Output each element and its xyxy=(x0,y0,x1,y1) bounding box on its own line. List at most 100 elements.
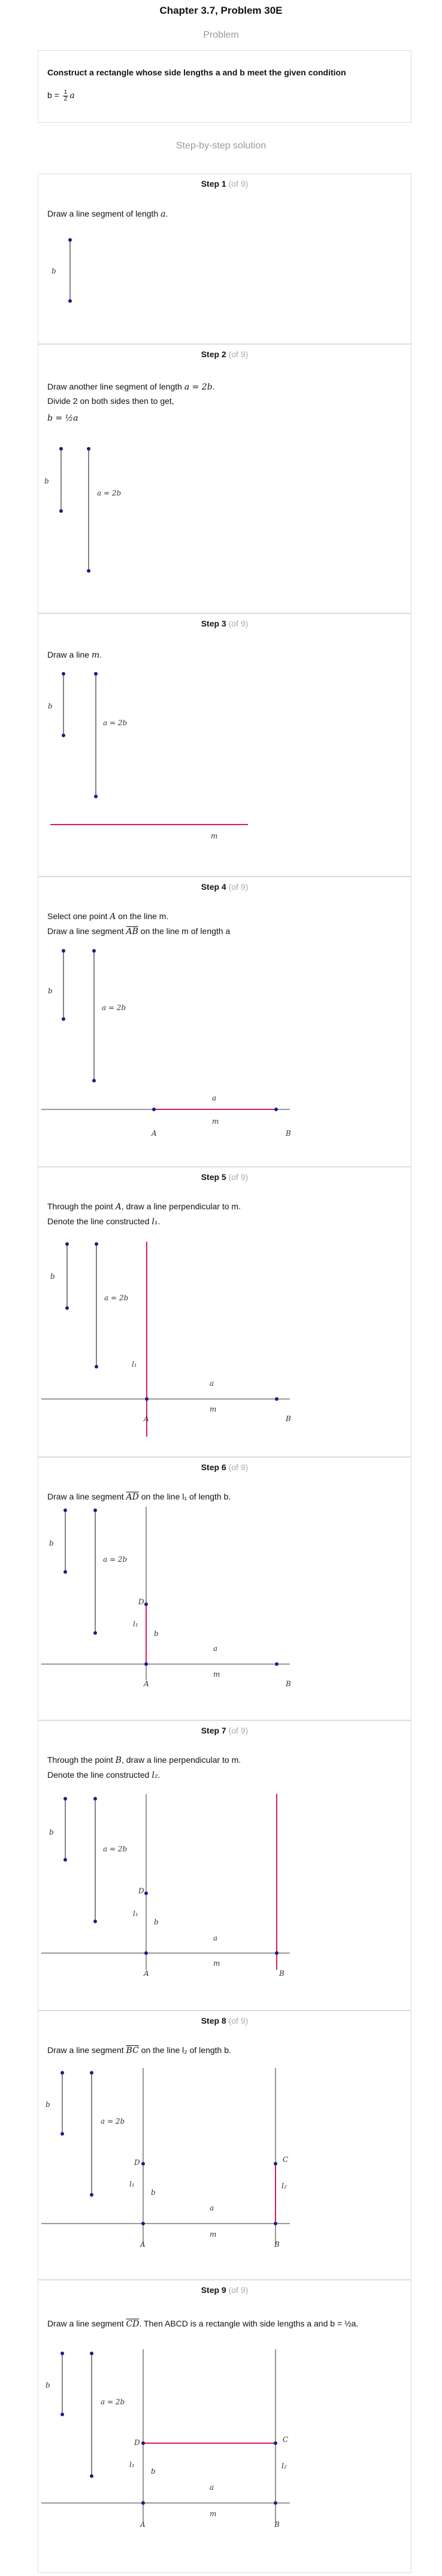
step-7-diagram: b a = 2b D l₁ b a m A B xyxy=(41,1794,290,1978)
svg-text:l₁: l₁ xyxy=(129,2180,135,2188)
step-title-9: Step 9 xyxy=(201,2285,226,2295)
svg-text:b: b xyxy=(151,2188,156,2197)
step-count-4: (of 9) xyxy=(228,882,249,892)
svg-text:l₁: l₁ xyxy=(132,1360,137,1368)
step-5-line-2: Denote the line constructed l₁. xyxy=(47,1216,161,1227)
svg-text:B: B xyxy=(274,2240,280,2249)
svg-text:m: m xyxy=(213,1959,220,1967)
svg-text:b: b xyxy=(151,2467,156,2475)
svg-text:b: b xyxy=(46,2381,50,2389)
step-4-line-1: Select one point A on the line m. xyxy=(47,911,169,921)
svg-text:D: D xyxy=(138,1598,144,1606)
step-title-6: Step 6 xyxy=(201,1462,226,1472)
svg-text:a = 2b: a = 2b xyxy=(102,1003,126,1012)
svg-text:l₁: l₁ xyxy=(133,1909,138,1918)
svg-text:A: A xyxy=(140,2520,146,2529)
step-header-6: Step 6 (of 9) xyxy=(38,1462,411,1472)
step-card-8: Step 8 (of 9) Draw a line segment BC on … xyxy=(38,2011,411,2280)
svg-text:m: m xyxy=(212,1117,219,1126)
svg-text:A: A xyxy=(143,1969,149,1978)
problem-box: Construct a rectangle whose side lengths… xyxy=(38,50,411,123)
svg-text:a = 2b: a = 2b xyxy=(104,1294,128,1302)
problem-statement: Construct a rectangle whose side lengths… xyxy=(47,68,346,77)
svg-text:B: B xyxy=(285,1129,291,1138)
svg-text:l₂: l₂ xyxy=(281,2182,287,2190)
chapter-title: Chapter 3.7, Problem 30E xyxy=(159,5,283,16)
svg-text:a = 2b: a = 2b xyxy=(103,1845,127,1853)
label-b: b xyxy=(52,267,56,275)
step-3-line-1: Draw a line m. xyxy=(47,650,102,660)
step-7-line-2: Denote the line constructed l₂. xyxy=(47,1770,161,1780)
svg-text:B: B xyxy=(285,1680,291,1688)
svg-text:b: b xyxy=(44,477,49,485)
svg-text:a = 2b: a = 2b xyxy=(103,719,127,727)
svg-text:B: B xyxy=(285,1415,291,1423)
svg-text:a: a xyxy=(210,1379,214,1388)
svg-text:a: a xyxy=(212,1094,216,1102)
svg-text:b: b xyxy=(49,1539,54,1547)
svg-text:m: m xyxy=(213,1670,220,1678)
step-8-line-1: Draw a line segment BC on the line l₂ of… xyxy=(47,2045,231,2055)
step-header-7: Step 7 (of 9) xyxy=(38,1726,411,1735)
step-card-1: Step 1 (of 9) Draw a line segment of len… xyxy=(38,174,411,344)
svg-text:b: b xyxy=(48,702,53,710)
svg-text:a: a xyxy=(213,1644,217,1653)
step-1-diagram: b xyxy=(52,238,72,303)
condition-fraction: 1 2 xyxy=(62,90,69,102)
step-count-6: (of 9) xyxy=(228,1462,249,1472)
svg-text:A: A xyxy=(140,2240,146,2249)
step-count-3: (of 9) xyxy=(228,619,249,628)
step-5-diagram: b a = 2b a m A B l₁ xyxy=(41,1242,291,1437)
step-header-3: Step 3 (of 9) xyxy=(38,619,411,628)
step-6-line-1: Draw a line segment AD on the line l₁ of… xyxy=(47,1492,231,1502)
step-count-9: (of 9) xyxy=(228,2285,249,2295)
step-header-1: Step 1 (of 9) xyxy=(38,179,411,188)
svg-text:m: m xyxy=(210,2510,216,2518)
svg-text:l₂: l₂ xyxy=(281,2462,287,2470)
step-title-3: Step 3 xyxy=(201,619,226,628)
svg-text:D: D xyxy=(134,2158,140,2167)
step-4-line-2: Draw a line segment AB on the line m of … xyxy=(47,926,231,936)
step-card-6: Step 6 (of 9) Draw a line segment AD on … xyxy=(38,1457,411,1720)
step-4-diagram: b a = 2b a m A B xyxy=(41,949,291,1138)
step-title-1: Step 1 xyxy=(201,179,226,188)
step-2-formula: b = ½a xyxy=(47,413,78,423)
svg-text:b: b xyxy=(49,1828,54,1836)
svg-text:b: b xyxy=(48,987,53,995)
step-5-line-1: Through the point A, draw a line perpend… xyxy=(47,1202,241,1212)
step-count-2: (of 9) xyxy=(228,349,249,359)
step-2-diagram: b a = 2b xyxy=(44,447,121,573)
step-count-5: (of 9) xyxy=(228,1172,249,1182)
step-title-2: Step 2 xyxy=(201,349,226,359)
svg-text:D: D xyxy=(138,1887,144,1895)
svg-text:B: B xyxy=(278,1969,284,1978)
step-card-4: Step 4 (of 9) Select one point A on the … xyxy=(38,877,411,1167)
svg-text:a: a xyxy=(213,1934,217,1942)
step-title-7: Step 7 xyxy=(201,1726,226,1735)
svg-text:b: b xyxy=(50,1272,55,1281)
step-card-9: Step 9 (of 9) Draw a line segment CD. Th… xyxy=(38,2280,411,2573)
step-header-4: Step 4 (of 9) xyxy=(38,882,411,892)
svg-text:D: D xyxy=(134,2438,140,2447)
step-count-1: (of 9) xyxy=(228,179,249,188)
svg-text:A: A xyxy=(143,1680,149,1688)
condition-denominator: 2 xyxy=(63,96,68,102)
step-header-9: Step 9 (of 9) xyxy=(38,2285,411,2295)
svg-text:A: A xyxy=(143,1415,149,1423)
step-title-8: Step 8 xyxy=(201,2016,226,2025)
step-card-7: Step 7 (of 9) Through the point B, draw … xyxy=(38,1720,411,2011)
step-2-line-1: Draw another line segment of length a = … xyxy=(47,382,215,392)
svg-text:m: m xyxy=(210,2230,216,2239)
step-title-5: Step 5 xyxy=(201,1172,226,1182)
step-9-line-1: Draw a line segment CD. Then ABCD is a r… xyxy=(47,2319,359,2329)
step-9-diagram: b a = 2b D C l₁ l₂ b a m A B xyxy=(41,2349,290,2529)
svg-text:l₁: l₁ xyxy=(133,1620,138,1628)
svg-text:b: b xyxy=(154,1629,159,1638)
problem-label: Problem xyxy=(203,30,239,40)
svg-text:a = 2b: a = 2b xyxy=(101,2117,125,2125)
svg-text:B: B xyxy=(274,2520,280,2529)
svg-text:m: m xyxy=(210,1405,216,1413)
svg-text:a: a xyxy=(210,2204,214,2212)
step-header-5: Step 5 (of 9) xyxy=(38,1172,411,1182)
